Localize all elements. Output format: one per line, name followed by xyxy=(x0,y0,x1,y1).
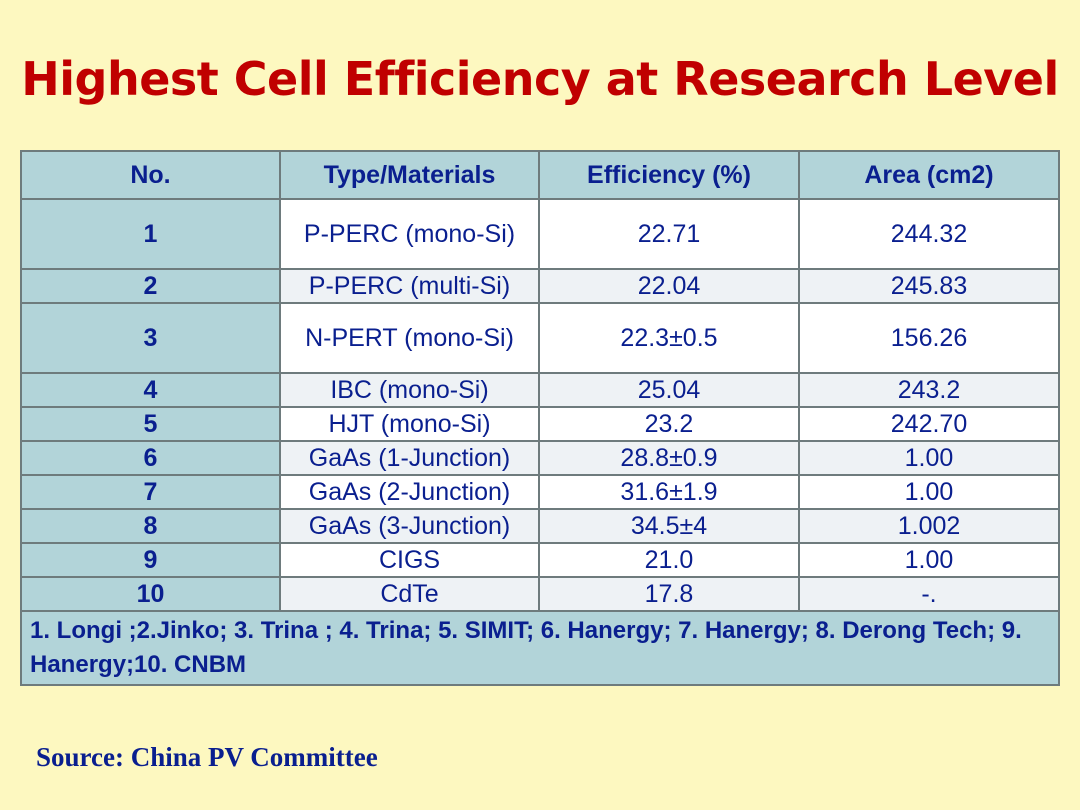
cell-efficiency: 34.5±4 xyxy=(538,508,800,544)
cell-type: P-PERC (mono-Si) xyxy=(279,198,540,270)
cell-efficiency: 28.8±0.9 xyxy=(538,440,800,476)
source-caption: Source: China PV Committee xyxy=(36,742,378,772)
cell-no: 6 xyxy=(20,440,281,476)
table-note-row: 1. Longi ;2.Jinko; 3. Trina ; 4. Trina; … xyxy=(20,610,1060,686)
cell-type: IBC (mono-Si) xyxy=(279,372,540,408)
slide-title: Highest Cell Efficiency at Research Leve… xyxy=(21,52,1059,106)
cell-area: 1.00 xyxy=(798,542,1060,578)
cell-type: CIGS xyxy=(279,542,540,578)
header-efficiency: Efficiency (%) xyxy=(538,150,800,200)
cell-efficiency: 21.0 xyxy=(538,542,800,578)
cell-efficiency: 17.8 xyxy=(538,576,800,612)
header-no: No. xyxy=(20,150,281,200)
table-row: 1 P-PERC (mono-Si) 22.71 244.32 xyxy=(20,198,1060,270)
table-header-row: No. Type/Materials Efficiency (%) Area (… xyxy=(20,150,1060,200)
cell-efficiency: 22.04 xyxy=(538,268,800,304)
cell-no: 10 xyxy=(20,576,281,612)
header-area: Area (cm2) xyxy=(798,150,1060,200)
efficiency-table: No. Type/Materials Efficiency (%) Area (… xyxy=(20,150,1060,686)
cell-efficiency: 25.04 xyxy=(538,372,800,408)
cell-type: GaAs (2-Junction) xyxy=(279,474,540,510)
cell-efficiency: 23.2 xyxy=(538,406,800,442)
cell-efficiency: 22.71 xyxy=(538,198,800,270)
cell-area: 244.32 xyxy=(798,198,1060,270)
cell-no: 8 xyxy=(20,508,281,544)
cell-area: 242.70 xyxy=(798,406,1060,442)
table-row: 5 HJT (mono-Si) 23.2 242.70 xyxy=(20,406,1060,442)
table-row: 10 CdTe 17.8 -. xyxy=(20,576,1060,612)
cell-area: 1.002 xyxy=(798,508,1060,544)
cell-area: 245.83 xyxy=(798,268,1060,304)
cell-area: -. xyxy=(798,576,1060,612)
cell-no: 3 xyxy=(20,302,281,374)
cell-no: 9 xyxy=(20,542,281,578)
cell-no: 4 xyxy=(20,372,281,408)
header-type: Type/Materials xyxy=(279,150,540,200)
cell-area: 243.2 xyxy=(798,372,1060,408)
cell-no: 5 xyxy=(20,406,281,442)
cell-type: N-PERT (mono-Si) xyxy=(279,302,540,374)
cell-type: GaAs (1-Junction) xyxy=(279,440,540,476)
table-row: 3 N-PERT (mono-Si) 22.3±0.5 156.26 xyxy=(20,302,1060,374)
cell-type: CdTe xyxy=(279,576,540,612)
table-row: 4 IBC (mono-Si) 25.04 243.2 xyxy=(20,372,1060,408)
table-row: 2 P-PERC (multi-Si) 22.04 245.83 xyxy=(20,268,1060,304)
cell-no: 7 xyxy=(20,474,281,510)
table-row: 8 GaAs (3-Junction) 34.5±4 1.002 xyxy=(20,508,1060,544)
cell-no: 1 xyxy=(20,198,281,270)
cell-area: 1.00 xyxy=(798,440,1060,476)
cell-type: P-PERC (multi-Si) xyxy=(279,268,540,304)
table-row: 6 GaAs (1-Junction) 28.8±0.9 1.00 xyxy=(20,440,1060,476)
table-row: 7 GaAs (2-Junction) 31.6±1.9 1.00 xyxy=(20,474,1060,510)
cell-no: 2 xyxy=(20,268,281,304)
table-row: 9 CIGS 21.0 1.00 xyxy=(20,542,1060,578)
cell-efficiency: 31.6±1.9 xyxy=(538,474,800,510)
cell-efficiency: 22.3±0.5 xyxy=(538,302,800,374)
cell-area: 156.26 xyxy=(798,302,1060,374)
cell-area: 1.00 xyxy=(798,474,1060,510)
cell-type: HJT (mono-Si) xyxy=(279,406,540,442)
table-note: 1. Longi ;2.Jinko; 3. Trina ; 4. Trina; … xyxy=(20,610,1060,686)
cell-type: GaAs (3-Junction) xyxy=(279,508,540,544)
